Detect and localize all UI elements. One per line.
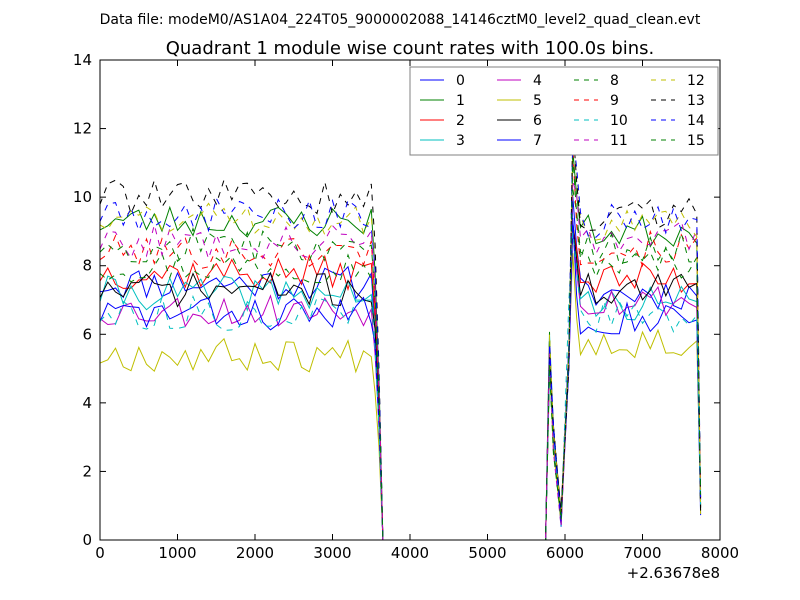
series-line-8 — [100, 189, 702, 540]
legend-label-13: 13 — [687, 93, 705, 109]
legend-label-0: 0 — [456, 73, 465, 89]
series-line-4 — [100, 233, 702, 540]
suptitle: Data file: modeM0/AS1A04_224T05_90000020… — [100, 12, 701, 28]
y-tick-label: 12 — [73, 120, 92, 138]
x-tick-label: 4000 — [391, 544, 429, 562]
legend-label-2: 2 — [456, 113, 465, 129]
legend-label-6: 6 — [533, 113, 542, 129]
y-tick-label: 6 — [82, 325, 92, 343]
series-line-12 — [100, 139, 702, 540]
legend-label-12: 12 — [687, 73, 705, 89]
y-tick-label: 2 — [82, 462, 92, 480]
x-tick-label: 0 — [95, 544, 105, 562]
y-tick-label: 10 — [73, 188, 92, 206]
x-tick-label: 7000 — [623, 544, 661, 562]
series-line-10 — [100, 232, 702, 540]
x-tick-label: 1000 — [158, 544, 196, 562]
series-line-15 — [100, 157, 702, 540]
x-tick-label: 2000 — [236, 544, 274, 562]
axes: 0 1000 2000 3000 4000 5000 6000 7000 80000246810… — [73, 51, 739, 562]
legend-label-1: 1 — [456, 93, 465, 109]
series-line-1 — [100, 150, 702, 540]
series-line-11 — [100, 180, 702, 540]
legend-box — [409, 66, 719, 156]
series-line-0 — [100, 196, 702, 540]
x-tick-label: 8000 — [701, 544, 739, 562]
y-tick-label: 14 — [73, 51, 92, 69]
y-tick-label: 8 — [82, 257, 92, 275]
legend-label-4: 4 — [533, 73, 542, 89]
x-tick-label: 3000 — [313, 544, 351, 562]
series-line-7 — [100, 217, 702, 540]
x-tick-label: 6000 — [546, 544, 584, 562]
x-tick-label: 5000 — [468, 544, 506, 562]
legend-label-3: 3 — [456, 133, 465, 149]
y-tick-label: 4 — [82, 394, 92, 412]
x-offset-label: +2.63678e8 — [627, 564, 720, 582]
legend-label-5: 5 — [533, 93, 542, 109]
y-tick-label: 0 — [82, 531, 92, 549]
legend-label-7: 7 — [533, 133, 542, 149]
legend-label-15: 15 — [687, 133, 705, 149]
series-line-5 — [100, 253, 702, 540]
series-line-6 — [100, 222, 702, 540]
chart-title: Quadrant 1 module wise count rates with … — [166, 38, 655, 59]
plot-area — [100, 123, 702, 540]
series-line-3 — [100, 221, 702, 540]
series-line-9 — [100, 148, 702, 540]
series-line-2 — [100, 224, 702, 540]
series-line-13 — [100, 123, 702, 540]
legend-label-14: 14 — [687, 113, 705, 129]
series-line-14 — [100, 135, 702, 540]
legend-label-11: 11 — [610, 133, 628, 149]
legend-label-8: 8 — [610, 73, 619, 89]
legend-label-9: 9 — [610, 93, 619, 109]
legend-label-10: 10 — [610, 113, 628, 129]
